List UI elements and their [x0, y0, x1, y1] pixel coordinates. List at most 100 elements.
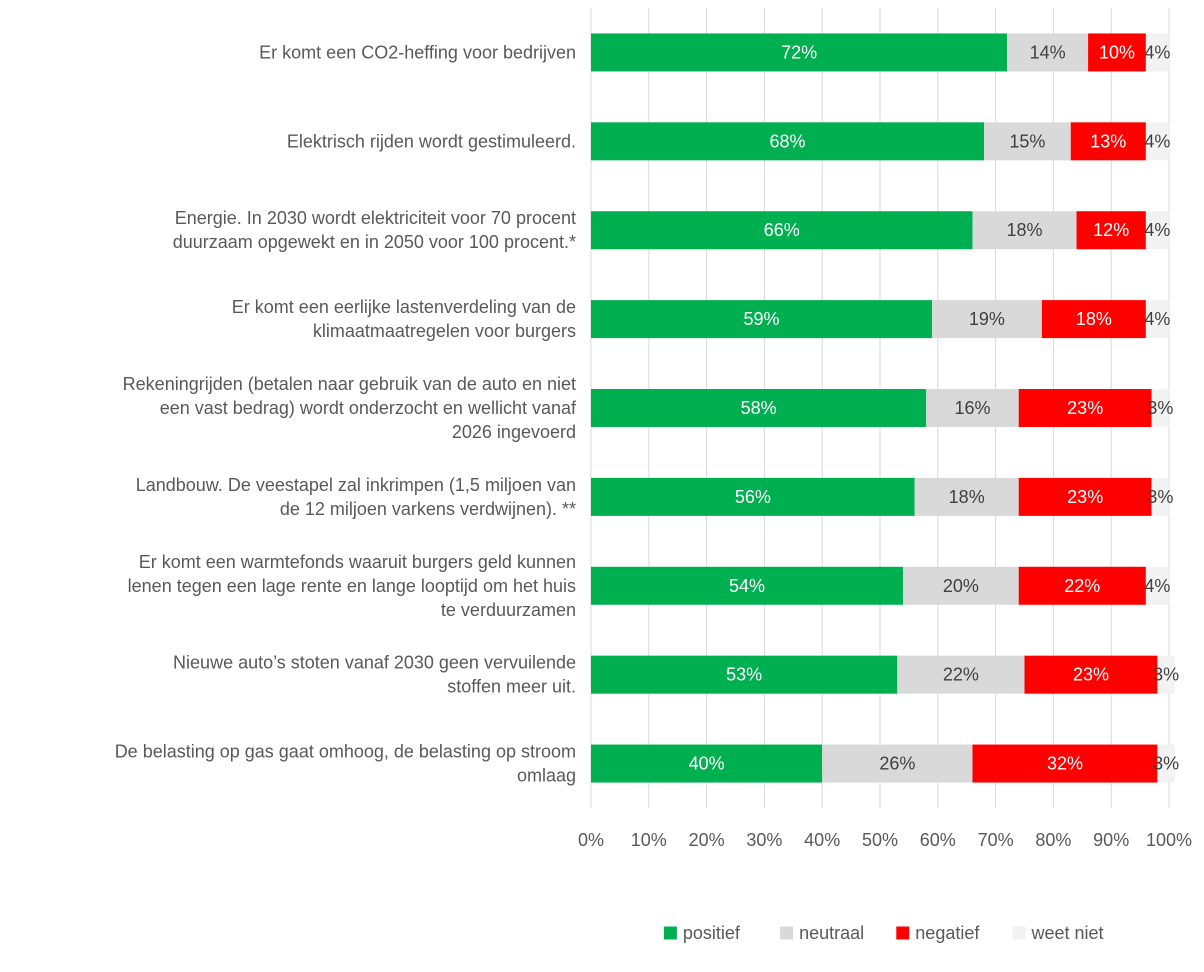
data-label-weet-niet: 4%: [1144, 131, 1170, 151]
category-label-line: 2026 ingevoerd: [452, 422, 576, 442]
category-label-line: Er komt een CO2-heffing voor bedrijven: [259, 42, 576, 62]
x-tick-label: 50%: [862, 830, 898, 850]
data-label-positief: 56%: [735, 487, 771, 507]
data-label-weet-niet: 3%: [1147, 487, 1173, 507]
x-tick-label: 40%: [804, 830, 840, 850]
data-label-negatief: 32%: [1047, 754, 1083, 774]
x-tick-label: 80%: [1035, 830, 1071, 850]
data-label-neutraal: 26%: [879, 754, 915, 774]
category-label-line: te verduurzamen: [441, 600, 576, 620]
data-label-weet-niet: 3%: [1153, 754, 1179, 774]
bar-negatief-5: [1018, 389, 1152, 427]
category-label: Rekeningrijden (betalen naar gebruik van…: [123, 374, 577, 442]
bar-weet-niet-2: [1145, 122, 1169, 161]
bar-weet-niet-4: [1145, 300, 1169, 339]
data-label-positief: 68%: [770, 131, 806, 151]
bar-weet-niet-6: [1151, 477, 1169, 516]
category-label-line: Elektrisch rijden wordt gestimuleerd.: [287, 131, 576, 151]
bars: [591, 33, 1175, 783]
data-label-neutraal: 18%: [1006, 220, 1042, 240]
category-label-line: Energie. In 2030 wordt elektriciteit voo…: [175, 208, 576, 228]
bar-weet-niet-5: [1151, 389, 1169, 427]
data-label-weet-niet: 4%: [1144, 309, 1170, 329]
category-label: De belasting op gas gaat omhoog, de bela…: [115, 742, 576, 786]
bar-neutraal-4: [932, 300, 1042, 339]
legend-swatch-neutraal: [780, 926, 794, 940]
category-label-line: de 12 miljoen varkens verdwijnen). **: [280, 499, 576, 519]
data-label-neutraal: 14%: [1030, 42, 1066, 62]
x-tick-label: 0%: [578, 830, 604, 850]
data-label-positief: 72%: [781, 42, 817, 62]
x-tick-label: 10%: [631, 830, 667, 850]
data-label-positief: 53%: [726, 665, 762, 685]
data-label-neutraal: 20%: [943, 576, 979, 596]
data-label-negatief: 12%: [1093, 220, 1129, 240]
bar-positief-4: [591, 300, 933, 339]
legend: positief neutraal negatief weet niet: [663, 923, 1104, 943]
category-label-line: stoffen meer uit.: [447, 677, 576, 697]
bar-weet-niet-1: [1145, 33, 1169, 72]
legend-label-weet-niet: weet niet: [1031, 923, 1104, 943]
category-label-line: Er komt een warmtefonds waaruit burgers …: [139, 552, 576, 572]
data-label-weet-niet: 3%: [1147, 398, 1173, 418]
data-label-negatief: 22%: [1064, 576, 1100, 596]
category-label-line: De belasting op gas gaat omhoog, de bela…: [115, 742, 576, 762]
category-label-line: Landbouw. De veestapel zal inkrimpen (1,…: [136, 475, 576, 495]
bar-positief-9: [591, 744, 823, 783]
category-label: Elektrisch rijden wordt gestimuleerd.: [287, 131, 576, 151]
bar-neutraal-6: [914, 477, 1019, 516]
category-label-line: Rekeningrijden (betalen naar gebruik van…: [123, 374, 576, 394]
data-label-negatief: 23%: [1067, 398, 1103, 418]
bar-negatief-1: [1088, 33, 1146, 72]
x-tick-label: 100%: [1146, 830, 1192, 850]
legend-label-neutraal: neutraal: [799, 923, 864, 943]
data-label-positief: 40%: [689, 754, 725, 774]
data-label-negatief: 13%: [1090, 131, 1126, 151]
data-label-neutraal: 19%: [969, 309, 1005, 329]
data-label-positief: 59%: [743, 309, 779, 329]
category-label: Nieuwe auto’s stoten vanaf 2030 geen ver…: [173, 653, 576, 697]
legend-swatch-weet-niet: [1012, 926, 1026, 940]
bar-negatief-7: [1018, 566, 1146, 605]
x-tick-label: 30%: [746, 830, 782, 850]
legend-label-positief: positief: [683, 923, 741, 943]
category-label: Landbouw. De veestapel zal inkrimpen (1,…: [136, 475, 576, 519]
bar-negatief-6: [1018, 477, 1152, 516]
bar-neutraal-7: [903, 566, 1019, 605]
data-label-negatief: 23%: [1073, 665, 1109, 685]
bar-negatief-2: [1070, 122, 1146, 161]
bar-weet-niet-8: [1157, 655, 1175, 694]
bar-positief-5: [591, 389, 927, 427]
category-label-line: omlaag: [517, 766, 576, 786]
x-axis-tick-labels: 0% 10% 20% 30% 40% 50% 60% 70% 80% 90% 100%: [578, 830, 1192, 850]
category-label-line: lenen tegen een lage rente en lange loop…: [128, 576, 576, 596]
category-labels: Er komt een CO2-heffing voor bedrijven El…: [115, 42, 577, 785]
bar-neutraal-8: [897, 655, 1025, 694]
data-label-positief: 66%: [764, 220, 800, 240]
data-label-negatief: 18%: [1076, 309, 1112, 329]
data-label-neutraal: 15%: [1009, 131, 1045, 151]
data-label-neutraal: 18%: [949, 487, 985, 507]
bar-positief-6: [591, 477, 915, 516]
data-labels: 72% 14% 10% 4% 68% 15% 13% 4% 66% 18% 12% 4% 59% 19% 1…: [689, 42, 1180, 773]
bar-negatief-3: [1076, 211, 1146, 250]
x-tick-label: 70%: [978, 830, 1014, 850]
category-label: Energie. In 2030 wordt elektriciteit voo…: [173, 208, 576, 252]
bar-positief-2: [591, 122, 985, 161]
x-tick-label: 20%: [689, 830, 725, 850]
bar-neutraal-5: [926, 389, 1019, 427]
data-label-negatief: 23%: [1067, 487, 1103, 507]
bar-weet-niet-9: [1157, 744, 1175, 783]
data-label-weet-niet: 4%: [1144, 576, 1170, 596]
category-label-line: Er komt een eerlijke lastenverdeling van…: [232, 297, 576, 317]
x-tick-label: 60%: [920, 830, 956, 850]
data-label-positief: 58%: [741, 398, 777, 418]
bar-positief-1: [591, 33, 1008, 72]
bar-positief-7: [591, 566, 904, 605]
bar-negatief-8: [1024, 655, 1158, 694]
bar-neutraal-1: [1007, 33, 1089, 72]
category-label-line: duurzaam opgewekt en in 2050 voor 100 pr…: [173, 232, 576, 252]
bar-neutraal-2: [984, 122, 1071, 161]
bar-negatief-9: [972, 744, 1158, 783]
